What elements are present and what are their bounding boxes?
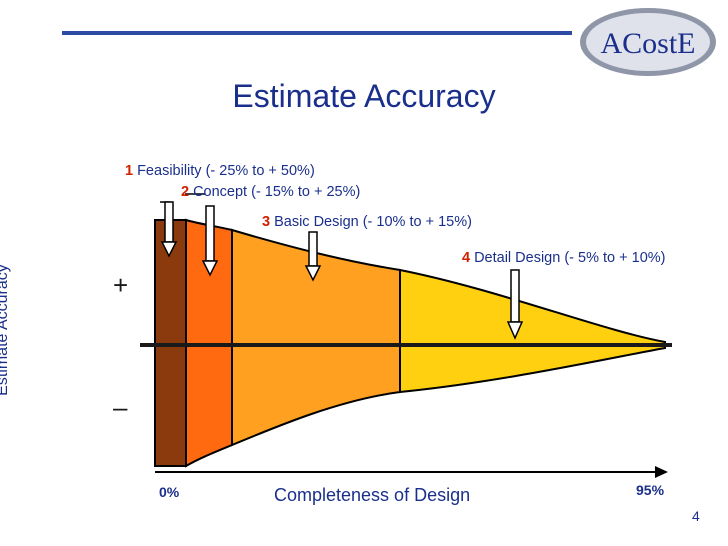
stage-label-4: 4 Detail Design (- 5% to + 10%) (462, 250, 665, 266)
stage-arrow-2 (185, 193, 219, 277)
minus-sign: – (113, 392, 128, 422)
stage-number-3: 3 (262, 214, 271, 230)
x-axis-start-label: 0% (159, 484, 180, 500)
funnel-stage-4 (399, 268, 666, 394)
stage-arrow-3 (304, 231, 322, 282)
x-axis-arrow (155, 466, 668, 478)
stage-label-1: 1 Feasibility (- 25% to + 50%) (125, 163, 315, 179)
stage-text-4: Detail Design (- 5% to + 10%) (474, 250, 666, 266)
slide-number: 4 (692, 508, 700, 524)
stage-arrow-1 (160, 201, 178, 258)
acoste-logo: ACostE (580, 8, 716, 76)
stage-text-3: Basic Design (- 10% to + 15%) (274, 214, 472, 230)
x-axis-end-label: 95% (636, 482, 665, 498)
slide-title: Estimate Accuracy (232, 78, 496, 114)
plus-sign: + (113, 270, 129, 300)
stage-text-1: Feasibility (- 25% to + 50%) (137, 163, 315, 179)
stage-number-1: 1 (125, 163, 134, 179)
center-axis-line (140, 343, 672, 347)
stage-label-3: 3 Basic Design (- 10% to + 15%) (262, 214, 472, 230)
stage-number-2: 2 (181, 184, 190, 200)
funnel-stage-3 (231, 228, 401, 447)
stage-number-4: 4 (462, 250, 471, 266)
y-axis-label: Estimate Accuracy (0, 264, 11, 396)
top-rule (62, 31, 572, 35)
stage-arrow-4 (506, 269, 524, 340)
stage-text-2: Concept (- 15% to + 25%) (193, 184, 361, 200)
stage-label-2: 2 Concept (- 15% to + 25%) (181, 184, 360, 200)
logo-text: ACostE (600, 27, 695, 60)
x-axis-label: Completeness of Design (274, 485, 471, 505)
